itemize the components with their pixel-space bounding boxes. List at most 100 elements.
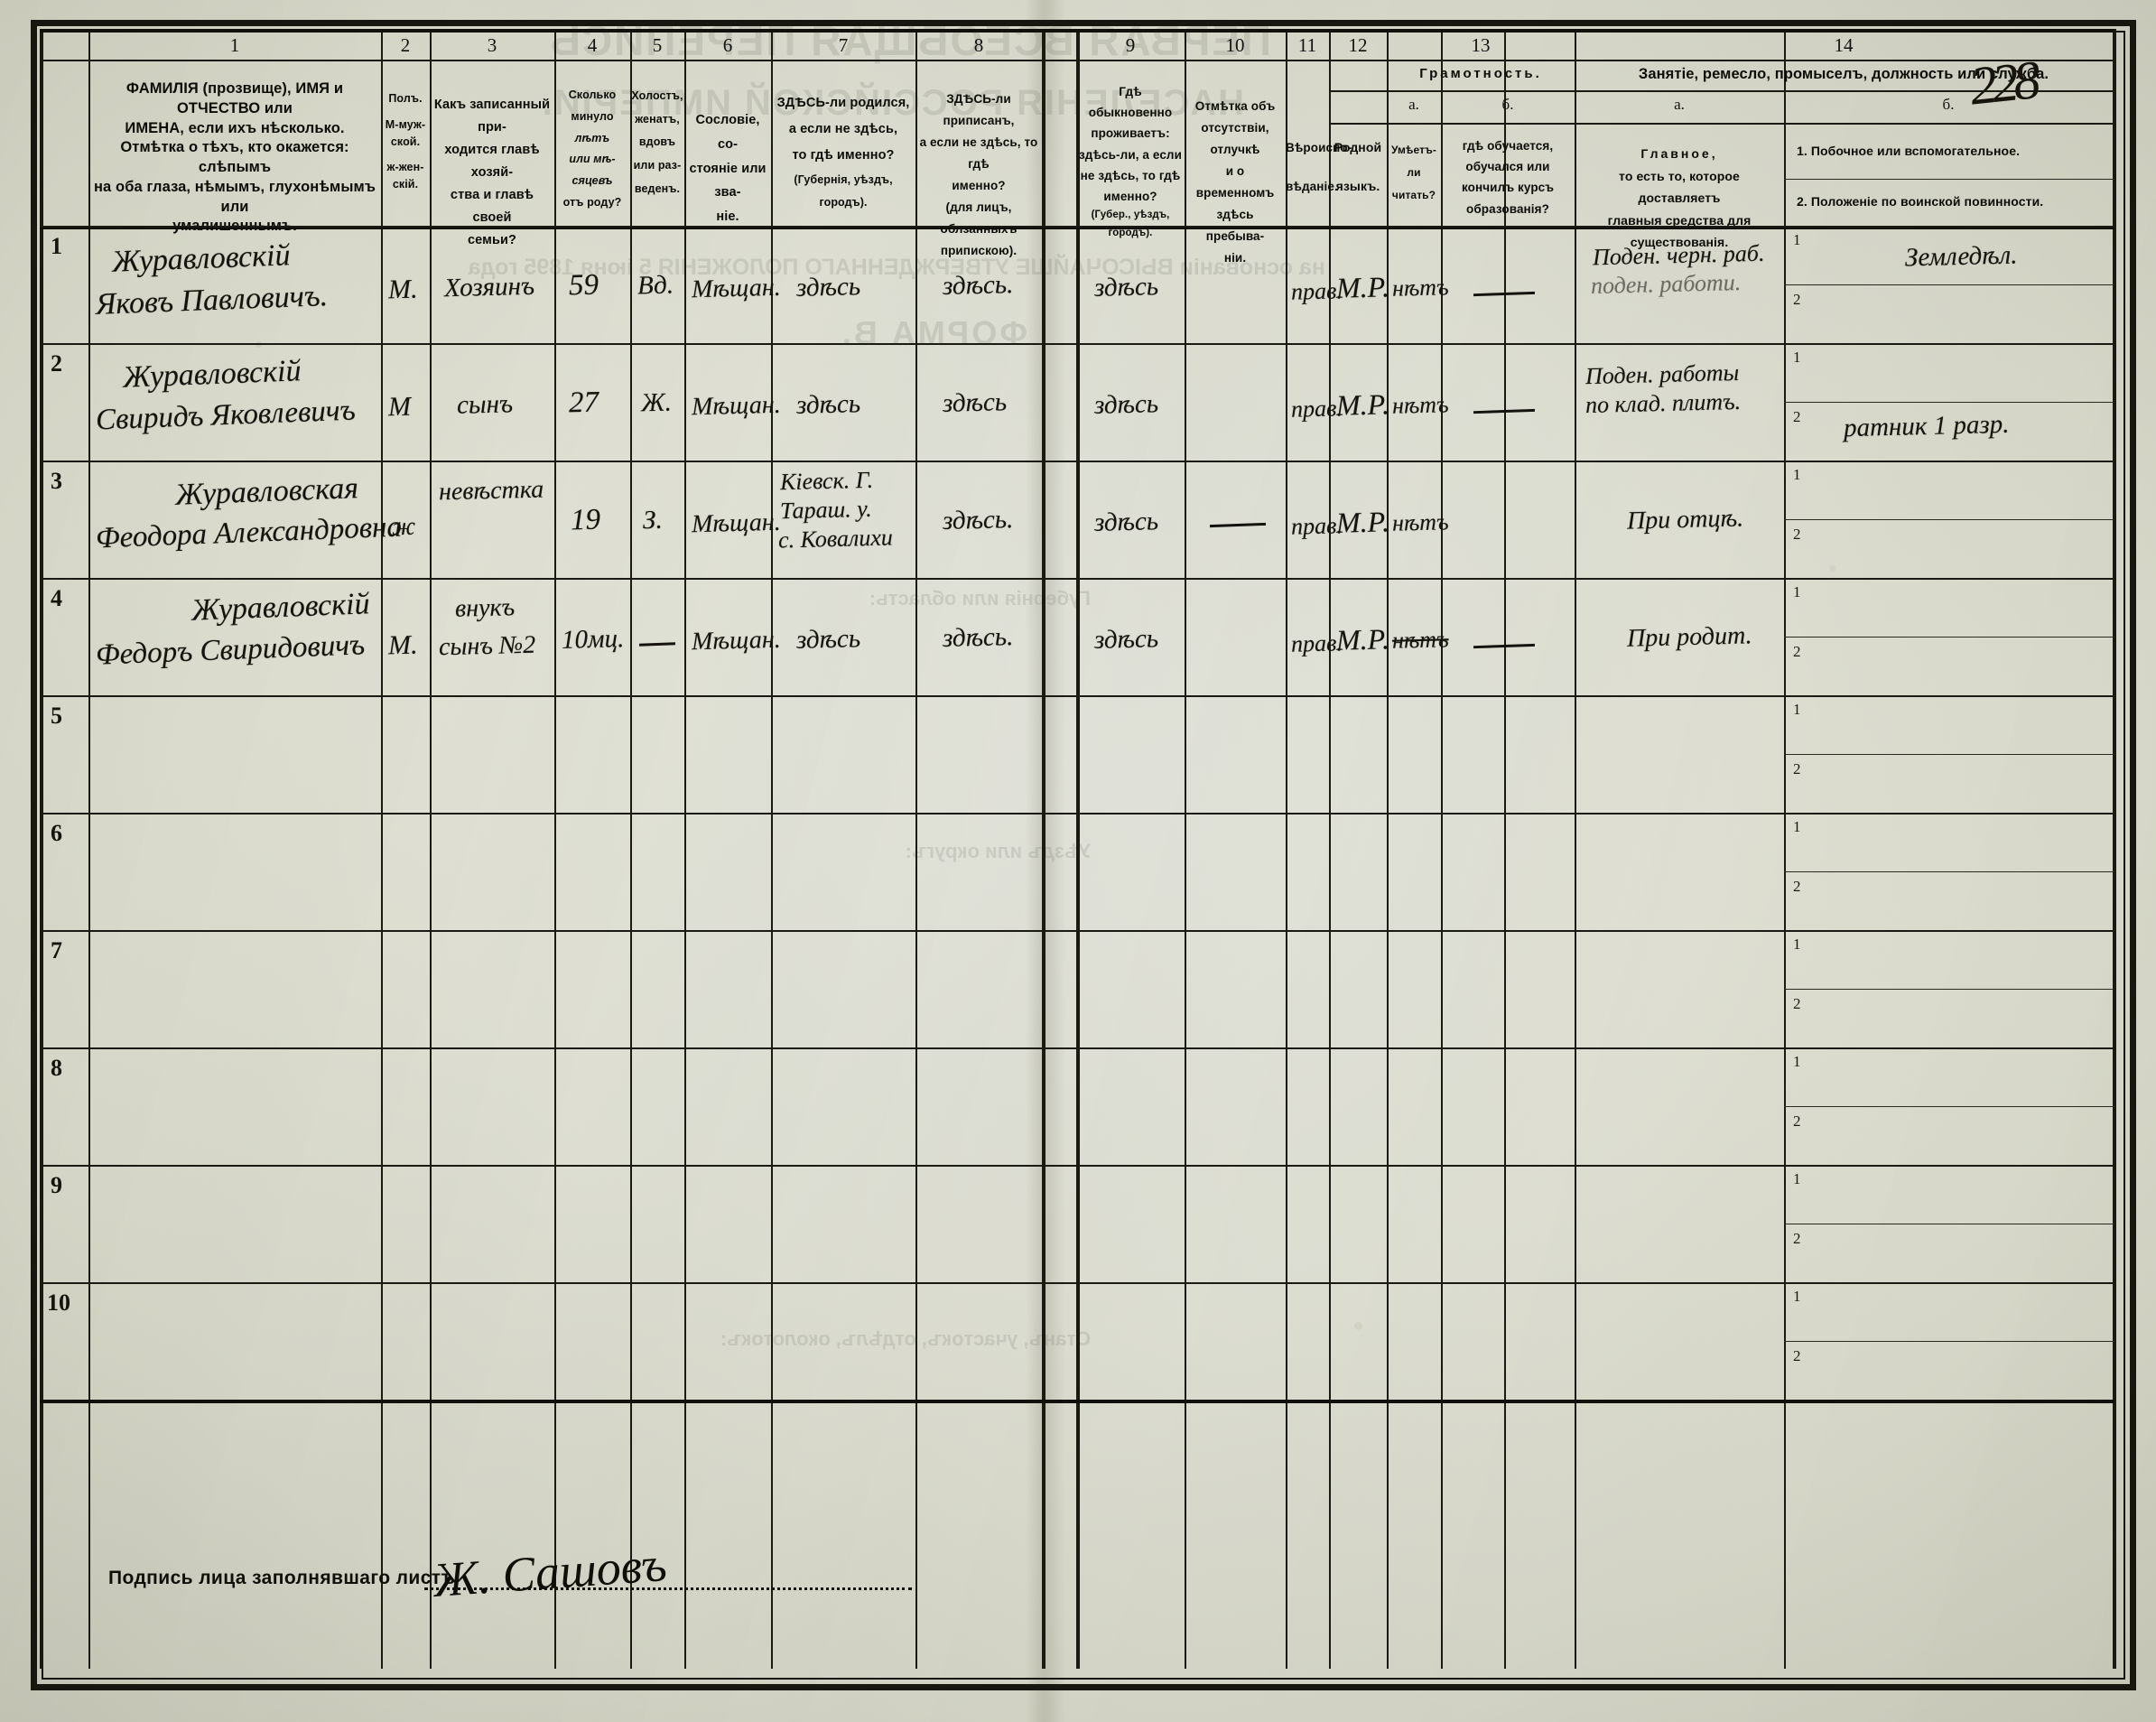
cell-occupation-main2: подeн. работи. xyxy=(1590,268,1742,300)
col-header-line: Вѣроиспо- xyxy=(1286,141,1352,154)
col-header-line: (Губер., уѣздъ, городъ). xyxy=(1091,209,1170,239)
col-header-line: Сколько xyxy=(568,88,617,101)
col-header-13a-letter: а. xyxy=(1408,96,1419,113)
col-header-line: то гдѣ именно? xyxy=(792,148,895,163)
cell-registered-here: здѣсь xyxy=(942,387,1008,418)
col-header-line: а если не здѣсь, xyxy=(788,122,898,136)
cell-age: 27 xyxy=(568,386,599,420)
col-header-line: лѣтъ xyxy=(574,131,610,144)
col-rule xyxy=(771,29,773,1669)
col-header-9: Гдѣ обыкновенно проживаетъ: здѣсь-ли, а … xyxy=(1078,81,1183,243)
col-header-line: вдовъ xyxy=(638,135,676,149)
row-number: 7 xyxy=(51,937,62,963)
col-header-line: Родной xyxy=(1334,140,1382,154)
subrow-rule-14b xyxy=(1784,637,2114,638)
col-header-line: именно? xyxy=(1103,190,1157,204)
col-header-line: Занятіе, ремесло, промыселъ, должность и… xyxy=(1638,66,2049,82)
cell-sex: ж xyxy=(391,512,416,542)
census-table: 1 2 3 4 5 6 7 8 9 10 11 12 13 14 ФАМИЛІЯ… xyxy=(40,29,2116,1669)
col-header-7: ЗДѢСЬ-ли родился, а если не здѣсь, то гд… xyxy=(773,90,914,214)
col-header-line: Главное, xyxy=(1640,146,1718,161)
col-header-13b: гдѣ обучается, обучался или кончилъ курс… xyxy=(1443,135,1573,219)
subrow-rule-14b xyxy=(1784,402,2114,403)
col-number-8: 8 xyxy=(973,34,984,56)
subrow-marker: 1 xyxy=(1793,1053,1801,1070)
cell-marital: Ж. xyxy=(640,387,673,418)
col-header-line: вѣданіе. xyxy=(1286,180,1338,194)
col-rule xyxy=(630,29,632,1669)
subrow-rule-14b xyxy=(1784,989,2114,990)
row-rule xyxy=(40,813,2114,814)
col-rule xyxy=(1286,29,1287,1669)
header-rule xyxy=(40,29,2114,33)
col-header-line: гдѣ обучается, xyxy=(1462,139,1554,153)
col-rule xyxy=(1185,29,1186,1669)
subrow-rule-14b xyxy=(1784,1106,2114,1107)
col-header-line: отсутствіи, отлучкѣ xyxy=(1201,121,1269,157)
subrow-marker: 2 xyxy=(1793,1112,1801,1130)
col-header-line: сяцевъ xyxy=(572,174,613,187)
row-rule xyxy=(40,1400,2114,1403)
col-header-line: обучался или xyxy=(1465,160,1550,174)
cell-surname: Журавловская xyxy=(174,471,359,512)
col-rule xyxy=(2113,29,2116,1669)
col-header-line: ЗДѢСЬ-ли приписанъ, xyxy=(943,92,1015,128)
cell-relation: сынъ xyxy=(456,389,514,420)
col-header-5: Холостъ, женатъ, вдовъ или раз- веденъ. xyxy=(630,85,684,200)
cell-relation: невѣстка xyxy=(438,475,544,507)
col-header-14b-letter: б. xyxy=(1942,96,1955,113)
col-header-line: или раз- xyxy=(633,158,682,172)
row-number: 2 xyxy=(51,350,62,377)
col-header-8: ЗДѢСЬ-ли приписанъ, а если не здѣсь, то … xyxy=(917,88,1040,262)
cell-age: 59 xyxy=(568,268,599,303)
cell-registered-here: здѣсь. xyxy=(942,505,1014,535)
col-rule xyxy=(554,29,556,1669)
cell-given: Яковъ Павловичъ. xyxy=(95,279,329,321)
row-rule xyxy=(40,930,2114,932)
col-number-2: 2 xyxy=(400,34,411,56)
subrow-marker: 1 xyxy=(1793,935,1801,953)
row-rule xyxy=(40,1282,2114,1284)
col-header-line: скій. xyxy=(392,178,419,191)
cell-born-here: здѣсь xyxy=(795,272,861,303)
col-number-10: 10 xyxy=(1225,34,1245,56)
cell-born-here-3: с. Ковалихи xyxy=(777,524,894,554)
subrow-marker: 2 xyxy=(1793,643,1801,660)
col-header-line: (для лицъ, облзанныхъ xyxy=(940,200,1018,237)
col-header-1: ФАМИЛІЯ (прозвище), ИМЯ и ОТЧЕСТВО или И… xyxy=(92,79,377,237)
col-header-2: Полъ. М-муж- ской. ж-жен- скій. xyxy=(381,90,430,193)
col-number-1: 1 xyxy=(229,34,240,56)
subrow-marker: 2 xyxy=(1793,995,1801,1012)
subrow-marker: 2 xyxy=(1793,878,1801,895)
col-number-12: 12 xyxy=(1348,34,1368,56)
cell-given: Феодора Александровна xyxy=(95,510,403,555)
subrow-marker: 1 xyxy=(1793,701,1801,718)
header-rule-13-14 xyxy=(1329,90,2114,92)
col-header-line: ніи. xyxy=(1223,251,1247,265)
col-header-line: ской. xyxy=(390,135,421,148)
cell-marital: З. xyxy=(642,505,663,535)
col-header-line: языкъ. xyxy=(1335,179,1380,194)
col-header-line: 1. Побочное или вспомогательное. xyxy=(1797,144,2021,158)
subrow-rule-14b xyxy=(1784,754,2114,755)
cell-sex: М. xyxy=(387,274,418,305)
cell-language: М.Р. xyxy=(1335,622,1390,656)
col-header-line: Полъ. xyxy=(388,92,423,105)
col-number-3: 3 xyxy=(487,34,497,56)
subrow-marker: 2 xyxy=(1793,1347,1801,1364)
cell-given: Свиридъ Яковлевичъ xyxy=(95,394,357,437)
cell-relation-2: сынъ №2 xyxy=(438,630,536,662)
cell-estate: Мѣщан. xyxy=(691,625,782,656)
col-header-13a: Умѣетъ- ли читать? xyxy=(1389,139,1439,208)
row-rule xyxy=(40,461,2114,462)
col-header-line: именно? xyxy=(952,179,1006,193)
col-rule xyxy=(1504,29,1506,1669)
cell-absence-dash xyxy=(1209,522,1267,528)
col-header-line: ходится главѣ хозяй- xyxy=(444,142,540,180)
cell-religion: прав. xyxy=(1290,629,1343,657)
col-number-11: 11 xyxy=(1297,34,1317,56)
row-number: 4 xyxy=(51,585,62,611)
cell-estate: Мѣщан. xyxy=(691,507,782,539)
cell-marital: Вд. xyxy=(637,270,674,301)
cell-occupation-main: При отцѣ. xyxy=(1626,504,1744,535)
